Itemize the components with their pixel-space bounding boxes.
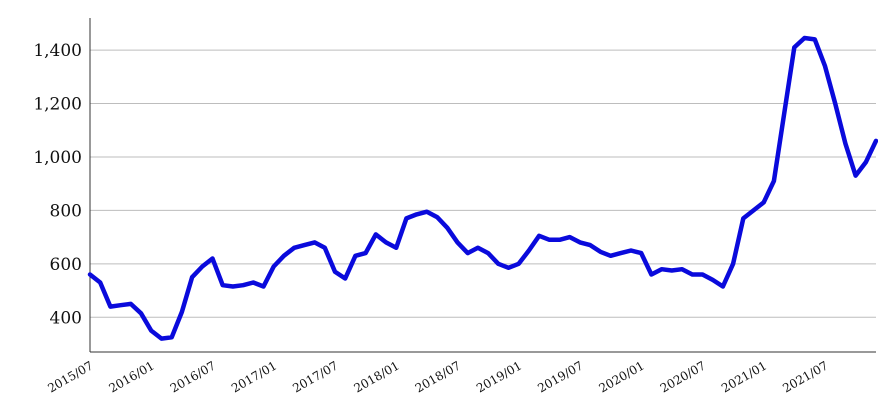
x-tick-label: 2020/01 [597,358,647,395]
y-tick-label: 800 [50,201,82,221]
x-tick-label: 2017/07 [290,358,340,395]
y-tick-label: 600 [50,255,82,275]
y-tick-label: 1,400 [33,41,82,61]
x-tick-label: 2021/01 [719,358,769,395]
x-tick-label: 2018/01 [352,358,402,395]
x-tick-label: 2020/07 [658,358,708,395]
x-tick-labels: 2015/07 2016/01 2016/07 2017/01 2017/07 2018/… [45,358,830,395]
y-tick-labels: 400 600 800 1,000 1,200 1,400 [33,41,82,328]
y-tick-label: 400 [50,308,82,328]
x-tick-label: 2019/01 [474,358,524,395]
x-tick-label: 2015/07 [45,358,95,395]
x-tick-label: 2016/01 [107,358,157,395]
series-line [87,35,878,341]
x-tick-label: 2021/07 [780,358,830,395]
y-tick-label: 1,200 [33,95,82,115]
x-tick-label: 2017/01 [229,358,279,395]
x-tick-label: 2016/07 [168,358,218,395]
gridlines [90,49,876,318]
x-tick-label: 2019/07 [535,358,585,395]
y-tick-label: 1,000 [33,148,82,168]
x-tick-label: 2018/07 [413,358,463,395]
